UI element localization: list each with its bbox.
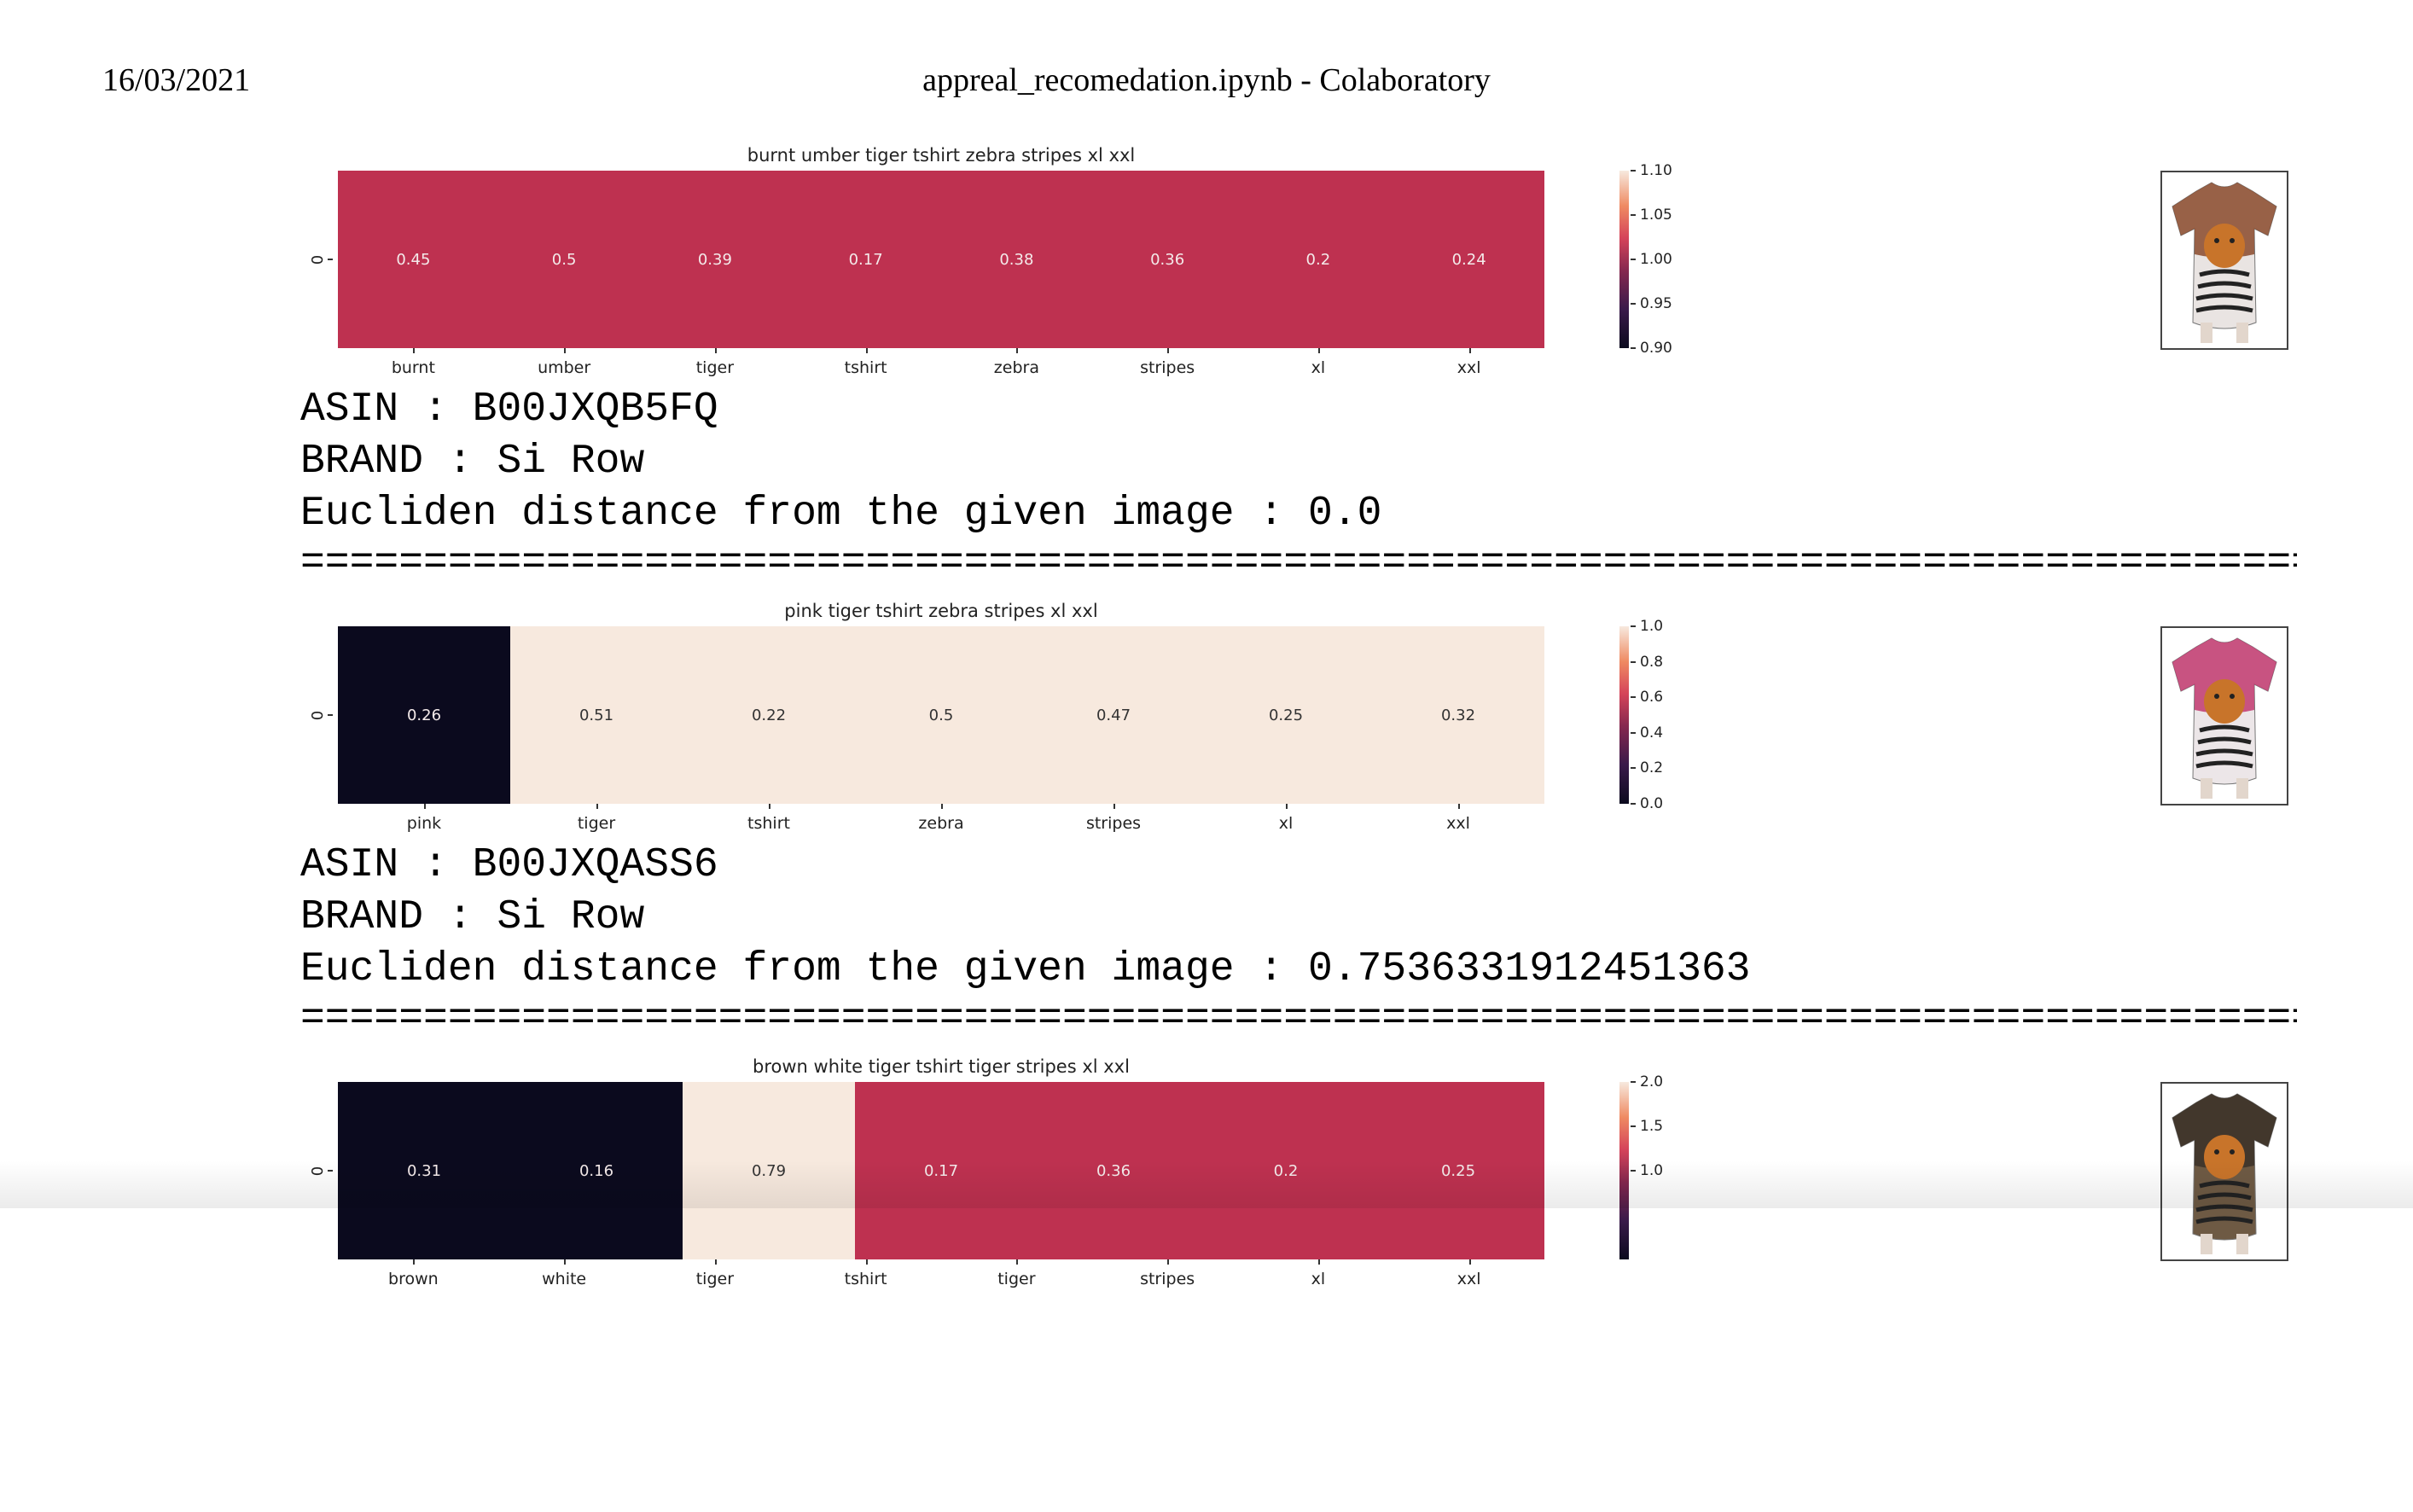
heatmap-cell: 0.32 bbox=[1372, 626, 1544, 804]
result-block: burnt umber tiger tshirt zebra stripes x… bbox=[0, 145, 2413, 601]
brand-text: BRAND : Si Row bbox=[300, 894, 645, 940]
x-tick-label: tshirt bbox=[790, 348, 941, 382]
colorbar-tick: 1.05 bbox=[1631, 206, 1672, 224]
heatmap-x-axis: burnt umber tiger tshirt zebra stripes xl xxl bbox=[338, 348, 1544, 382]
heatmap: 0.45 0.5 0.39 0.17 0.38 0.36 0.2 0.24 bbox=[338, 171, 1544, 348]
x-tick-label: tshirt bbox=[790, 1259, 941, 1294]
x-tick-label: xxl bbox=[1393, 1259, 1544, 1294]
separator-line: ========================================… bbox=[300, 998, 2297, 1039]
heatmap: 0.26 0.51 0.22 0.5 0.47 0.25 0.32 bbox=[338, 626, 1544, 804]
x-tick-label: xl bbox=[1243, 348, 1394, 382]
x-tick-label: stripes bbox=[1092, 348, 1243, 382]
heatmap-row-label: 0 bbox=[304, 171, 333, 348]
x-tick-label: xl bbox=[1243, 1259, 1394, 1294]
x-tick-label: brown bbox=[338, 1259, 489, 1294]
colorbar bbox=[1619, 1082, 1629, 1259]
colorbar-tick: 0.90 bbox=[1631, 340, 1672, 357]
x-tick-label: tiger bbox=[941, 1259, 1092, 1294]
colorbar-tick: 1.5 bbox=[1631, 1118, 1663, 1135]
colorbar-tick: 0.8 bbox=[1631, 654, 1663, 671]
colorbar bbox=[1619, 171, 1629, 348]
heatmap-cell: 0.51 bbox=[510, 626, 683, 804]
asin-text: ASIN : B00JXQASS6 bbox=[300, 842, 718, 888]
result-block: brown white tiger tshirt tiger stripes x… bbox=[0, 1056, 2413, 1512]
page-bottom-shadow bbox=[0, 1160, 2413, 1208]
colorbar-tick: 1.00 bbox=[1631, 251, 1672, 268]
x-tick-label: zebra bbox=[941, 348, 1092, 382]
heatmap-cell: 0.39 bbox=[639, 171, 791, 348]
heatmap-cell: 0.22 bbox=[683, 626, 855, 804]
x-tick-label: white bbox=[489, 1259, 640, 1294]
heatmap-title: burnt umber tiger tshirt zebra stripes x… bbox=[747, 145, 1136, 166]
heatmap-title: brown white tiger tshirt tiger stripes x… bbox=[753, 1056, 1130, 1077]
product-thumbnail-image[interactable] bbox=[2160, 171, 2288, 350]
colorbar-tick: 0.0 bbox=[1631, 795, 1663, 812]
x-tick-label: tiger bbox=[640, 1259, 791, 1294]
heatmap-cell: 0.17 bbox=[790, 171, 941, 348]
colorbar-tick: 0.95 bbox=[1631, 295, 1672, 312]
x-tick-label: umber bbox=[489, 348, 640, 382]
x-tick-label: stripes bbox=[1092, 1259, 1243, 1294]
colorbar-tick: 1.0 bbox=[1631, 1162, 1663, 1179]
x-tick-label: xxl bbox=[1372, 804, 1544, 838]
asin-text: ASIN : B00JXQB5FQ bbox=[300, 387, 718, 433]
x-tick-label: zebra bbox=[855, 804, 1027, 838]
heatmap-cell: 0.26 bbox=[338, 626, 510, 804]
x-tick-label: tiger bbox=[510, 804, 683, 838]
colorbar-tick: 2.0 bbox=[1631, 1073, 1663, 1090]
heatmap-cell: 0.2 bbox=[1242, 171, 1394, 348]
product-thumbnail-image[interactable] bbox=[2160, 626, 2288, 805]
heatmap-cell: 0.36 bbox=[1091, 171, 1243, 348]
distance-text: Eucliden distance from the given image :… bbox=[300, 946, 1751, 992]
colorbar-tick: 0.6 bbox=[1631, 689, 1663, 706]
x-tick-label: tshirt bbox=[683, 804, 855, 838]
distance-text: Eucliden distance from the given image :… bbox=[300, 491, 1382, 537]
colorbar-tick: 1.10 bbox=[1631, 162, 1672, 179]
heatmap-row-label: 0 bbox=[304, 626, 333, 804]
heatmap-row-label-text: 0 bbox=[309, 710, 328, 720]
heatmap-row-label-text: 0 bbox=[309, 254, 328, 265]
heatmap-cell: 0.24 bbox=[1393, 171, 1544, 348]
brand-text: BRAND : Si Row bbox=[300, 439, 645, 485]
colorbar bbox=[1619, 626, 1629, 804]
heatmap-cell: 0.45 bbox=[338, 171, 489, 348]
x-tick-label: xl bbox=[1200, 804, 1372, 838]
heatmap-title: pink tiger tshirt zebra stripes xl xxl bbox=[784, 601, 1098, 621]
heatmap-cell: 0.25 bbox=[1200, 626, 1372, 804]
result-block: pink tiger tshirt zebra stripes xl xxl 0 0… bbox=[0, 601, 2413, 1056]
x-tick-label: stripes bbox=[1027, 804, 1200, 838]
page-title: appreal_recomedation.ipynb - Colaborator… bbox=[922, 62, 1491, 98]
heatmap-x-axis: brown white tiger tshirt tiger stripes xl xxl bbox=[338, 1259, 1544, 1294]
colorbar-tick: 0.4 bbox=[1631, 724, 1663, 741]
separator-line: ========================================… bbox=[300, 543, 2297, 584]
heatmap-cell: 0.38 bbox=[941, 171, 1092, 348]
heatmap-x-axis: pink tiger tshirt zebra stripes xl xxl bbox=[338, 804, 1544, 838]
x-tick-label: tiger bbox=[640, 348, 791, 382]
heatmap-cell: 0.5 bbox=[488, 171, 640, 348]
colorbar-tick: 1.0 bbox=[1631, 618, 1663, 635]
heatmap-cell: 0.5 bbox=[855, 626, 1027, 804]
x-tick-label: burnt bbox=[338, 348, 489, 382]
x-tick-label: xxl bbox=[1393, 348, 1544, 382]
x-tick-label: pink bbox=[338, 804, 510, 838]
heatmap-cell: 0.47 bbox=[1027, 626, 1200, 804]
heatmap-row-label: 0 bbox=[304, 1082, 333, 1259]
page-date: 16/03/2021 bbox=[102, 62, 251, 98]
colorbar-tick: 0.2 bbox=[1631, 759, 1663, 776]
